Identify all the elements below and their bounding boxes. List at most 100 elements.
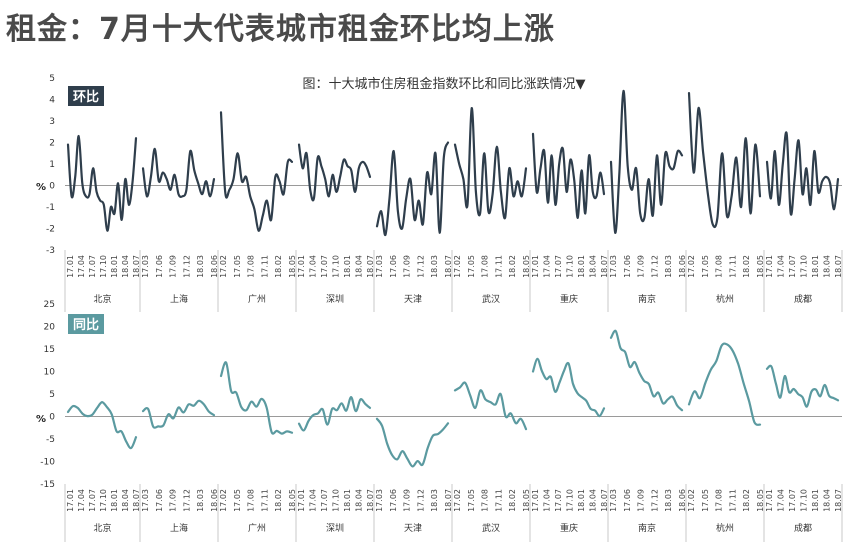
- x-tick-label: 17.08: [715, 489, 724, 512]
- y-tick-label: 0: [49, 413, 55, 423]
- panel-tag-label: 环比: [73, 89, 99, 105]
- x-tick-label: 17.10: [566, 489, 575, 512]
- x-tick-label: 17.06: [389, 489, 398, 512]
- x-tick-label: 17.04: [543, 489, 552, 512]
- x-tick-label: 17.07: [554, 489, 563, 512]
- x-tick-label: 17.04: [777, 489, 786, 512]
- city-label: 北京: [93, 522, 111, 534]
- x-tick-label: 18.05: [288, 255, 297, 278]
- x-tick-label: 18.07: [132, 255, 141, 278]
- series-line-上海: [141, 147, 216, 198]
- x-tick-label: 18.04: [823, 489, 832, 512]
- city-label: 深圳: [326, 523, 344, 534]
- y-tick-label: -3: [46, 246, 55, 256]
- x-tick-label: 18.03: [664, 489, 673, 512]
- x-tick-label: 18.01: [811, 489, 820, 512]
- series-line-北京: [66, 401, 138, 450]
- panel-tag-background: [68, 314, 104, 334]
- x-tick-label: 18.01: [110, 489, 119, 512]
- x-tick-label: 17.01: [66, 255, 75, 278]
- city-label: 南京: [638, 293, 656, 305]
- x-tick-label: 17.05: [467, 255, 476, 278]
- x-tick-label: 17.05: [467, 489, 476, 512]
- series-line-成都: [765, 364, 840, 408]
- x-tick-label: 17.02: [219, 489, 228, 512]
- x-tick-label: 17.08: [247, 255, 256, 278]
- x-tick-label: 17.04: [77, 489, 86, 512]
- x-tick-label: 17.09: [169, 489, 178, 512]
- x-tick-label: 17.08: [715, 255, 724, 278]
- x-tick-label: 17.08: [481, 489, 490, 512]
- x-tick-label: 17.02: [453, 489, 462, 512]
- x-tick-label: 17.08: [247, 489, 256, 512]
- x-tick-label: 17.02: [219, 255, 228, 278]
- x-tick-label: 17.06: [623, 255, 632, 278]
- chart-subtitle: 图：十大城市住房租金指数环比和同比涨跌情况▼: [303, 76, 586, 92]
- city-label: 南京: [638, 522, 656, 534]
- y-tick-label: -1: [46, 203, 55, 213]
- x-tick-label: 17.10: [800, 255, 809, 278]
- x-tick-label: 17.07: [88, 489, 97, 512]
- x-tick-label: 17.02: [687, 489, 696, 512]
- x-tick-label: 18.01: [811, 255, 820, 278]
- y-tick-label: -15: [40, 480, 55, 490]
- x-tick-label: 18.07: [132, 489, 141, 512]
- y-tick-label: 2: [49, 139, 55, 149]
- city-label: 杭州: [716, 293, 734, 305]
- x-tick-label: 17.03: [609, 255, 618, 278]
- y-tick-label: 5: [49, 390, 55, 400]
- x-tick-label: 17.10: [800, 489, 809, 512]
- x-tick-label: 17.04: [309, 489, 318, 512]
- x-tick-label: 17.11: [728, 255, 737, 278]
- x-tick-label: 17.11: [494, 489, 503, 512]
- x-tick-label: 18.02: [508, 255, 517, 278]
- series-line-杭州: [687, 92, 762, 229]
- x-tick-label: 18.03: [664, 255, 673, 278]
- x-tick-label: 17.12: [650, 489, 659, 512]
- x-tick-label: 17.12: [416, 255, 425, 278]
- series-line-重庆: [531, 357, 606, 418]
- series-line-天津: [375, 417, 450, 468]
- city-label: 武汉: [482, 522, 500, 534]
- x-tick-label: 18.04: [355, 255, 364, 278]
- x-tick-label: 18.07: [366, 489, 375, 512]
- city-label: 成都: [794, 293, 812, 305]
- x-tick-label: 18.06: [678, 489, 687, 512]
- x-tick-label: 18.03: [196, 255, 205, 278]
- x-tick-label: 17.09: [403, 489, 412, 512]
- x-tick-label: 18.05: [522, 489, 531, 512]
- x-tick-label: 18.03: [196, 489, 205, 512]
- x-tick-label: 18.06: [210, 489, 219, 512]
- x-tick-label: 18.02: [508, 489, 517, 512]
- x-tick-label: 17.07: [320, 489, 329, 512]
- x-tick-label: 17.10: [99, 489, 108, 512]
- y-tick-label: 25: [44, 300, 55, 310]
- x-tick-label: 18.05: [288, 489, 297, 512]
- x-tick-label: 18.04: [589, 489, 598, 512]
- x-tick-label: 18.01: [577, 489, 586, 512]
- series-line-上海: [141, 399, 216, 429]
- x-tick-label: 18.06: [210, 255, 219, 278]
- y-unit-label: %: [36, 182, 46, 193]
- x-tick-label: 18.07: [834, 255, 843, 278]
- x-tick-label: 17.01: [297, 489, 306, 512]
- city-label: 杭州: [716, 522, 734, 534]
- city-label: 武汉: [482, 293, 500, 305]
- x-tick-label: 17.09: [169, 255, 178, 278]
- x-tick-label: 18.04: [589, 255, 598, 278]
- x-tick-label: 17.07: [554, 255, 563, 278]
- series-line-广州: [219, 111, 294, 232]
- x-tick-label: 17.07: [788, 255, 797, 278]
- x-tick-label: 18.05: [756, 489, 765, 512]
- series-line-成都: [765, 131, 840, 216]
- panel-tag-background: [68, 86, 104, 106]
- series-line-广州: [219, 361, 294, 435]
- city-label: 上海: [170, 522, 188, 534]
- x-tick-label: 18.04: [121, 255, 130, 278]
- x-tick-label: 17.10: [566, 255, 575, 278]
- x-tick-label: 18.01: [110, 255, 119, 278]
- x-tick-label: 17.03: [141, 489, 150, 512]
- x-tick-label: 17.07: [320, 255, 329, 278]
